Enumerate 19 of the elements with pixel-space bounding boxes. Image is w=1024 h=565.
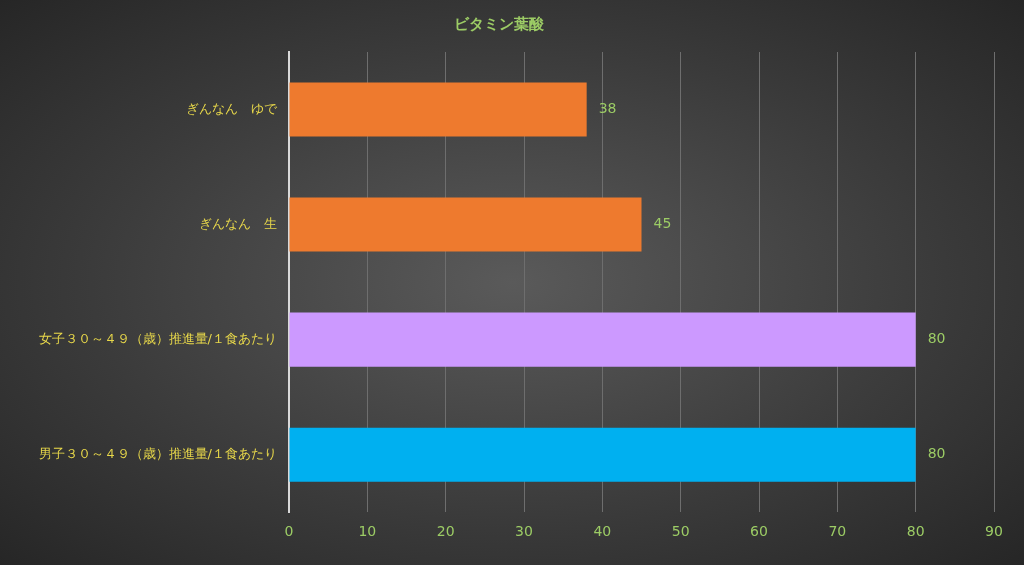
x-tick-label: 90 <box>985 523 1003 540</box>
x-tick-label: 40 <box>593 523 612 540</box>
x-tick-label: 30 <box>515 523 533 540</box>
data-label: 80 <box>927 445 946 462</box>
data-label: 38 <box>598 100 617 117</box>
x-tick-label: 20 <box>436 523 455 540</box>
x-tick-label: 10 <box>358 523 377 540</box>
chart-title: ビタミン葉酸 <box>454 14 545 33</box>
x-tick-label: 70 <box>828 523 847 540</box>
x-tick-label: 0 <box>284 523 294 540</box>
y-tick-label: 女子３０～４９（歳）推進量/１食あたり <box>38 331 277 346</box>
data-label: 80 <box>927 330 946 347</box>
data-label: 45 <box>653 215 672 232</box>
x-tick-label: 50 <box>671 523 690 540</box>
x-tick-label: 60 <box>750 523 768 540</box>
y-tick-label: 男子３０～４９（歳）推進量/１食あたり <box>38 446 277 462</box>
y-tick-label: ぎんなん ゆで <box>186 100 278 116</box>
x-tick-label: 80 <box>906 523 925 540</box>
y-tick-label: ぎんなん 生 <box>199 215 277 231</box>
